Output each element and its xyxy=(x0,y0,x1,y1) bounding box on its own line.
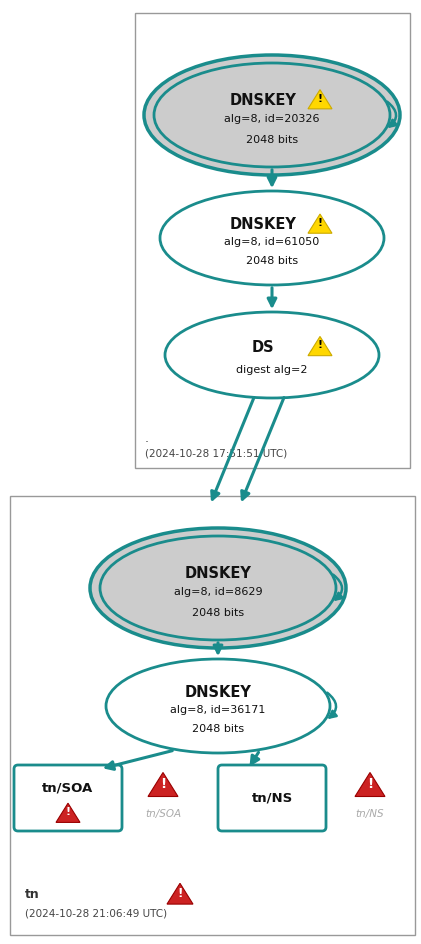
Text: alg=8, id=36171: alg=8, id=36171 xyxy=(171,705,266,715)
FancyBboxPatch shape xyxy=(135,13,410,468)
FancyArrowPatch shape xyxy=(327,693,337,717)
Polygon shape xyxy=(56,803,80,822)
Text: tn: tn xyxy=(25,888,40,902)
Text: !: ! xyxy=(367,777,373,791)
Text: alg=8, id=8629: alg=8, id=8629 xyxy=(174,587,262,598)
Text: !: ! xyxy=(317,218,322,228)
Text: !: ! xyxy=(160,777,166,791)
FancyBboxPatch shape xyxy=(10,496,415,935)
Ellipse shape xyxy=(144,55,400,175)
Text: .: . xyxy=(145,431,149,445)
Ellipse shape xyxy=(160,191,384,285)
FancyBboxPatch shape xyxy=(14,765,122,831)
Text: tn/SOA: tn/SOA xyxy=(43,782,93,795)
Ellipse shape xyxy=(106,659,330,753)
Ellipse shape xyxy=(90,528,346,648)
Text: alg=8, id=20326: alg=8, id=20326 xyxy=(224,114,320,125)
Polygon shape xyxy=(308,90,332,109)
Text: DNSKEY: DNSKEY xyxy=(229,217,296,232)
Polygon shape xyxy=(167,884,193,904)
Text: (2024-10-28 17:51:51 UTC): (2024-10-28 17:51:51 UTC) xyxy=(145,449,287,459)
Text: tn/SOA: tn/SOA xyxy=(145,809,181,819)
Polygon shape xyxy=(355,772,385,797)
Polygon shape xyxy=(308,214,332,233)
Text: 2048 bits: 2048 bits xyxy=(192,723,244,733)
Text: DNSKEY: DNSKEY xyxy=(184,566,251,581)
Text: 2048 bits: 2048 bits xyxy=(246,256,298,265)
Ellipse shape xyxy=(165,312,379,398)
Text: digest alg=2: digest alg=2 xyxy=(236,365,308,375)
Text: !: ! xyxy=(66,807,70,818)
Text: (2024-10-28 21:06:49 UTC): (2024-10-28 21:06:49 UTC) xyxy=(25,908,167,918)
Text: DS: DS xyxy=(252,340,274,355)
Text: DNSKEY: DNSKEY xyxy=(229,93,296,108)
Text: 2048 bits: 2048 bits xyxy=(246,135,298,145)
FancyArrowPatch shape xyxy=(333,575,343,599)
Polygon shape xyxy=(308,336,332,356)
Polygon shape xyxy=(148,772,178,797)
Text: tn/NS: tn/NS xyxy=(251,791,293,804)
Text: !: ! xyxy=(317,93,322,104)
Ellipse shape xyxy=(154,63,390,167)
Text: alg=8, id=61050: alg=8, id=61050 xyxy=(224,237,320,246)
Text: DNSKEY: DNSKEY xyxy=(184,685,251,700)
Text: !: ! xyxy=(317,341,322,350)
FancyBboxPatch shape xyxy=(218,765,326,831)
Ellipse shape xyxy=(100,536,336,640)
Text: !: ! xyxy=(177,886,183,900)
FancyArrowPatch shape xyxy=(387,102,397,126)
Text: tn/NS: tn/NS xyxy=(356,809,384,819)
Text: 2048 bits: 2048 bits xyxy=(192,608,244,618)
